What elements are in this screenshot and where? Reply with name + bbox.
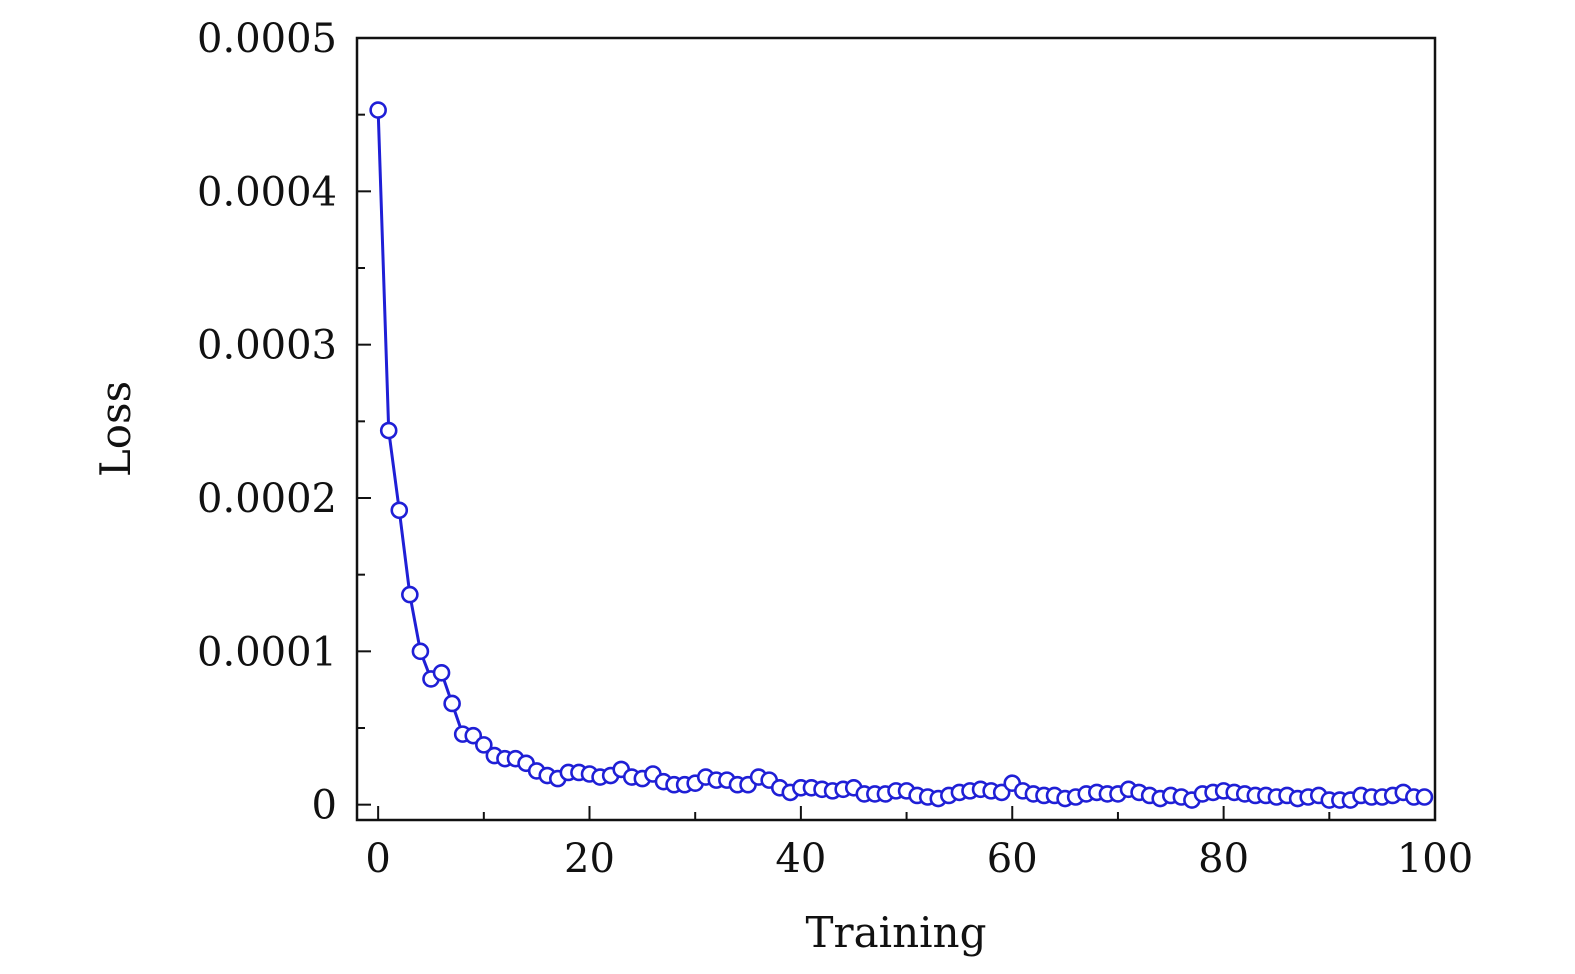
data-point (390, 501, 409, 520)
x-axis-tick-labels: 0 20 40 60 80 100 (365, 836, 1473, 882)
y-tick-label: 0.0003 (197, 323, 337, 369)
x-tick-label: 20 (564, 836, 615, 882)
x-axis-label: Training (806, 908, 987, 957)
y-tick-label: 0 (312, 783, 337, 829)
x-axis-ticks (377, 806, 1436, 820)
x-tick-label: 80 (1198, 836, 1249, 882)
loss-series-points (369, 101, 1434, 809)
data-point (411, 642, 430, 661)
y-tick-label: 0.0005 (197, 16, 337, 62)
data-point (432, 663, 451, 682)
x-tick-label: 40 (775, 836, 826, 882)
loss-series-line (376, 110, 1425, 802)
y-axis-tick-labels: 0 0.0001 0.0002 0.0003 0.0004 0.0005 (197, 16, 337, 829)
y-tick-label: 0.0001 (197, 629, 337, 675)
data-point (401, 585, 419, 604)
x-tick-label: 0 (365, 836, 390, 882)
plot-frame (355, 36, 1437, 822)
x-tick-label: 60 (987, 836, 1038, 882)
data-point (443, 694, 461, 713)
y-axis-label: Loss (91, 381, 140, 477)
data-point (379, 421, 398, 440)
y-tick-label: 0.0002 (197, 476, 337, 522)
data-point (475, 736, 493, 754)
y-axis-ticks (357, 37, 371, 806)
data-point (369, 101, 387, 119)
y-tick-label: 0.0004 (197, 169, 337, 215)
data-point (1415, 788, 1434, 806)
x-tick-label: 100 (1397, 836, 1473, 882)
